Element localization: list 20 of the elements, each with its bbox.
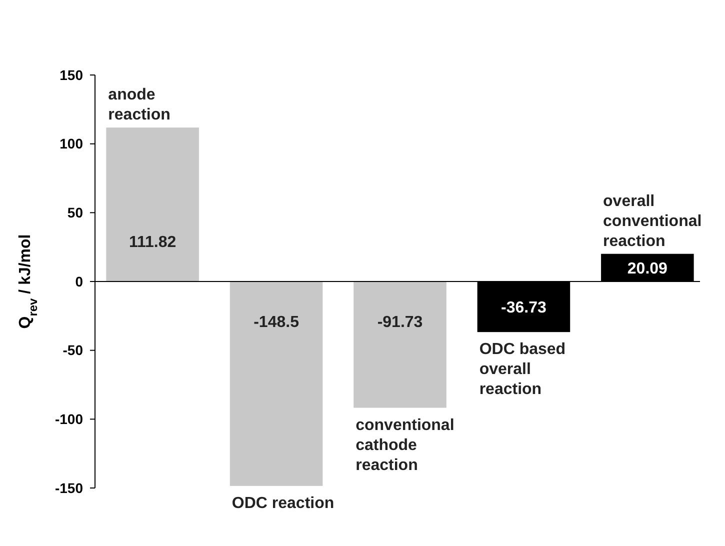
y-tick-label: 0 [75,273,84,290]
data-label: 111.82 [128,234,176,252]
bar [106,128,199,282]
x-tick-label: ODC reaction [232,494,334,512]
x-tick-label: overall conventional reaction [603,192,702,250]
y-tick-label: 50 [67,204,84,221]
x-tick-label: ODC based overall reaction [479,341,566,398]
x-tick-label: conventional cathode reaction [356,416,454,474]
data-label: -36.73 [501,299,546,316]
y-tick-label: -150 [54,480,84,496]
y-tick-label: -100 [54,411,84,428]
bar [354,282,446,408]
x-tick-label: anode reaction [108,86,170,124]
data-label: -91.73 [377,314,423,332]
bar [230,282,323,486]
y-tick-label: 150 [60,66,84,83]
y-tick-label: 100 [60,136,84,152]
data-label: -148.5 [254,314,300,332]
y-tick-label: -50 [62,342,84,358]
data-label: 20.09 [627,260,668,278]
